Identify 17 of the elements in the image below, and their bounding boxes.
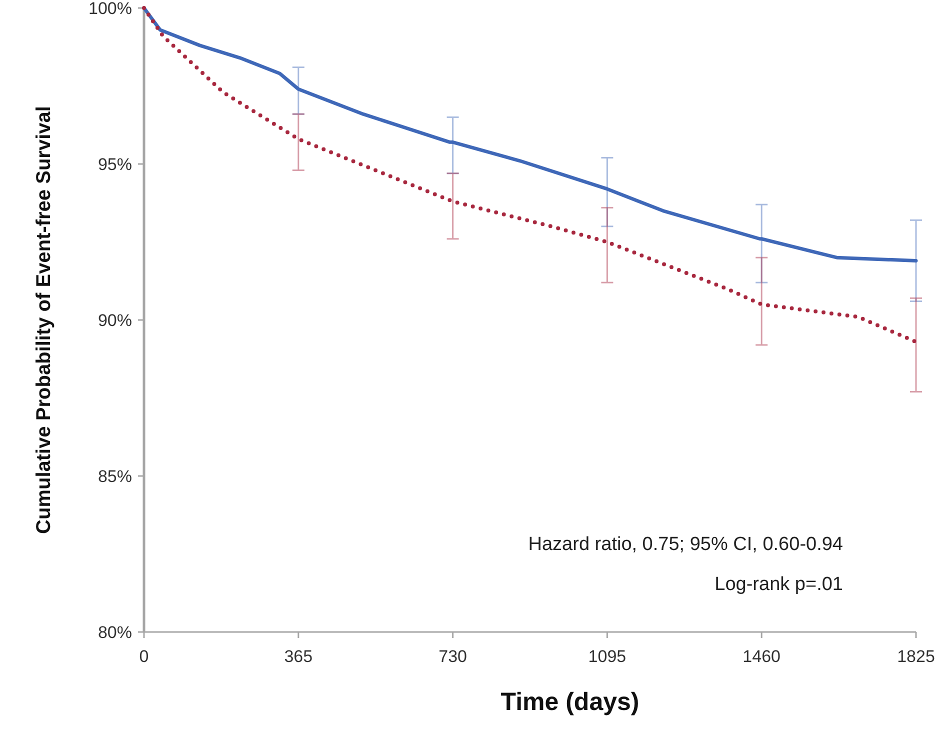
x-tick-label: 730 [438,647,467,666]
annotation: Log-rank p=.01 [714,574,843,595]
line-series [142,6,918,344]
y-tick-label: 90% [98,310,132,330]
annotation: Hazard ratio, 0.75; 95% CI, 0.60-0.94 [528,534,844,555]
y-tick-label: 80% [98,622,132,642]
line-series [142,6,918,262]
x-tick-label: 0 [139,647,149,666]
y-tick-label: 100% [88,0,132,18]
x-axis-title: Time (days) [500,688,640,716]
x-tick-label: 365 [284,647,313,666]
y-tick-label: 95% [98,154,132,174]
y-tick-label: 85% [98,466,132,486]
x-tick-label: 1825 [897,647,935,666]
y-axis-title: Cumulative Probability of Event-free Survival [33,106,55,534]
x-tick-label: 1460 [742,647,781,666]
x-tick-label: 1095 [588,647,626,666]
